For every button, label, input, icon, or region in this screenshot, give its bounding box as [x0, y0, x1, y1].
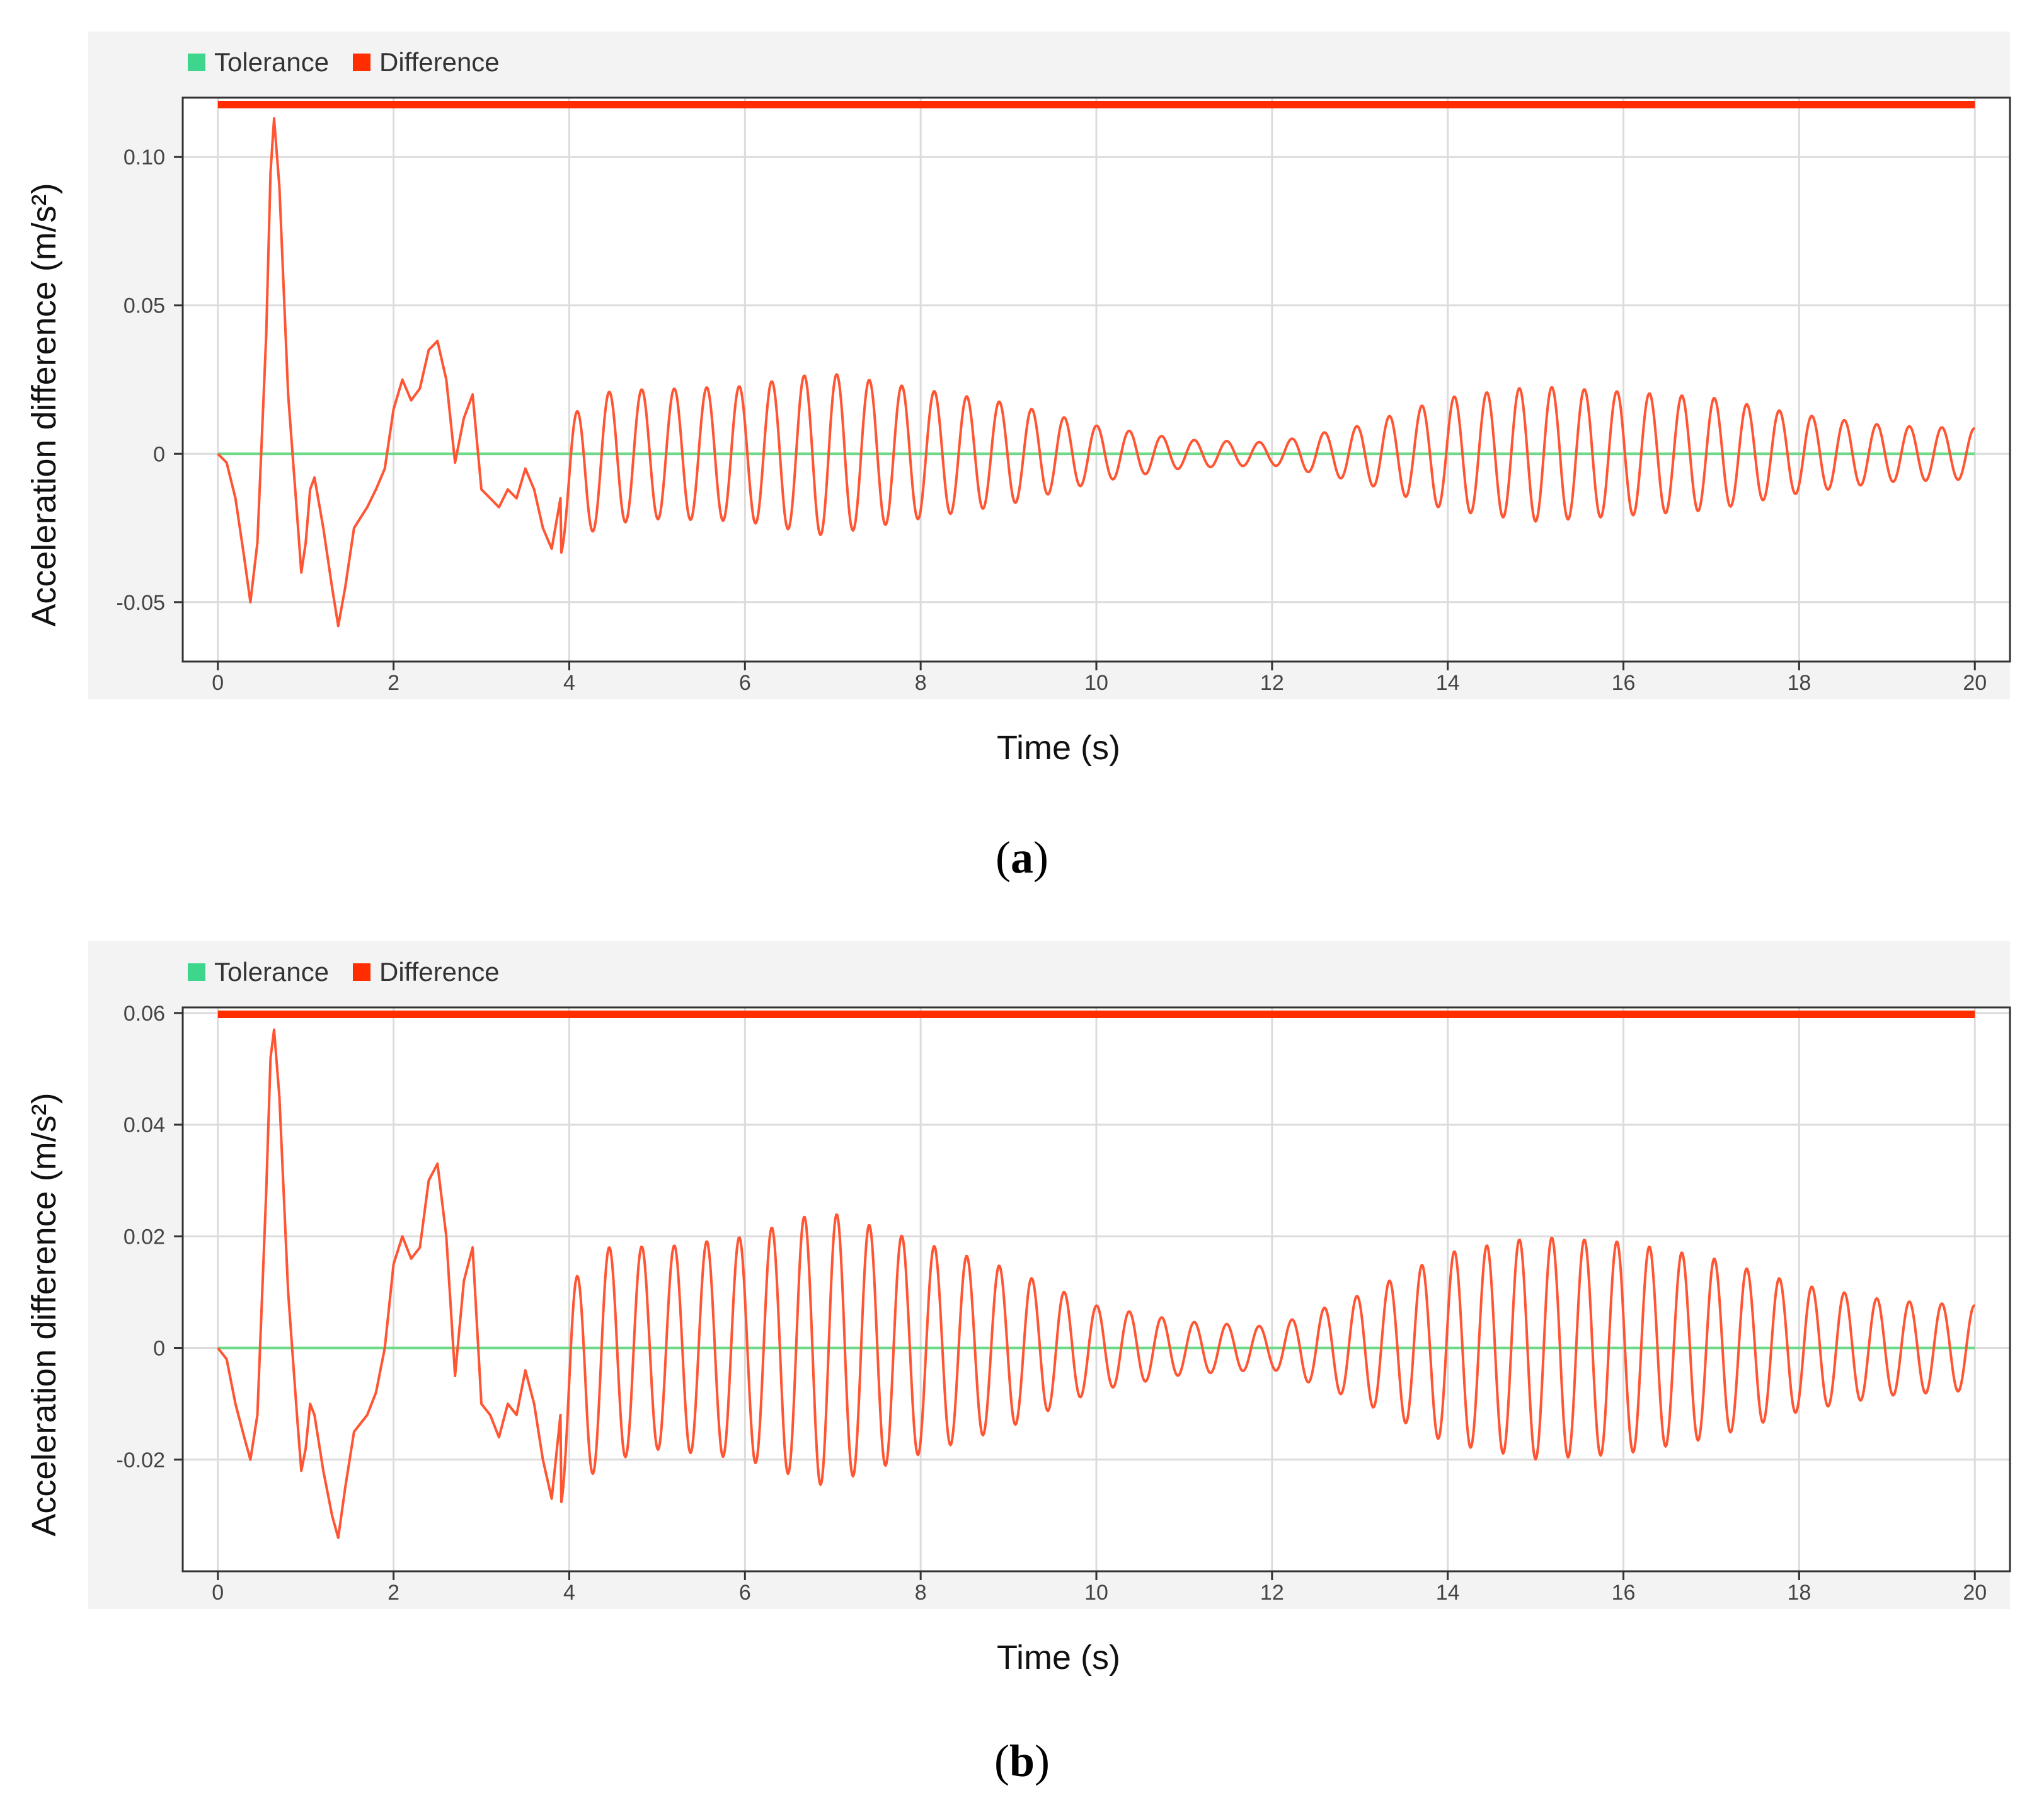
caption-a-label: a	[1011, 832, 1033, 883]
panel-b: 0 2 4 6 8 10 12 14 16 18 20 -0.02 0 0.02 0.04 0.06 Time …	[0, 910, 2044, 1817]
caption-b-label: b	[1009, 1736, 1035, 1786]
x-tick-label: 10	[1084, 1581, 1108, 1605]
x-tick-label: 0	[212, 671, 224, 695]
x-axis-title: Time (s)	[997, 729, 1120, 767]
legend-swatch-difference	[353, 54, 370, 71]
y-tick-label: -0.02	[117, 1448, 166, 1472]
x-tick-label: 2	[388, 671, 399, 695]
legend-label-tolerance: Tolerance	[214, 957, 329, 987]
legend-label-tolerance: Tolerance	[214, 47, 329, 77]
x-tick-label: 12	[1260, 1581, 1284, 1605]
y-tick-label: 0	[153, 442, 165, 466]
legend: Tolerance Difference	[188, 957, 500, 987]
caption-b: (b)	[994, 1736, 1050, 1786]
x-tick-label: 4	[563, 1581, 575, 1605]
x-tick-label: 16	[1612, 1581, 1636, 1605]
x-tick-label: 6	[739, 671, 751, 695]
legend-swatch-tolerance	[188, 54, 205, 71]
x-axis-title: Time (s)	[997, 1639, 1120, 1677]
x-tick-label: 12	[1260, 671, 1284, 695]
x-tick-label: 18	[1787, 1581, 1811, 1605]
x-tick-label: 16	[1612, 671, 1636, 695]
y-tick-label: 0.05	[123, 294, 165, 318]
caption-a: (a)	[996, 832, 1048, 883]
x-axis-ticks: 0 2 4 6 8 10 12 14 16 18 20	[212, 1571, 1987, 1605]
x-tick-label: 10	[1084, 671, 1108, 695]
chart-b: 0 2 4 6 8 10 12 14 16 18 20 -0.02 0 0.02 0.04 0.06 Time …	[25, 941, 2011, 1677]
y-axis-ticks: -0.02 0 0.02 0.04 0.06	[117, 1002, 183, 1472]
x-tick-label: 2	[388, 1581, 399, 1605]
x-axis-ticks: 0 2 4 6 8 10 12 14 16 18 20	[212, 662, 1987, 695]
y-axis-ticks: -0.05 0 0.05 0.10	[117, 146, 183, 615]
x-tick-label: 14	[1436, 1581, 1460, 1605]
y-tick-label: -0.05	[117, 591, 166, 615]
y-tick-label: 0.04	[123, 1113, 165, 1137]
difference-series-line	[217, 1028, 1975, 1539]
difference-top-band	[217, 1011, 1975, 1018]
panel-a: 0 2 4 6 8 10 12 14 16 18 20 -0.05 0 0.05 0.10 Time (s) A…	[0, 0, 2044, 907]
legend-label-difference: Difference	[379, 47, 500, 77]
y-tick-label: 0	[153, 1337, 165, 1361]
difference-series-line	[217, 117, 1975, 628]
x-tick-label: 4	[563, 671, 575, 695]
difference-top-band	[217, 101, 1975, 108]
y-axis-title: Acceleration difference (m/s²)	[25, 183, 63, 626]
y-tick-label: 0.02	[123, 1225, 165, 1249]
legend-swatch-difference	[353, 963, 370, 981]
x-tick-label: 8	[915, 1581, 927, 1605]
x-tick-label: 8	[915, 671, 927, 695]
chart-a: 0 2 4 6 8 10 12 14 16 18 20 -0.05 0 0.05 0.10 Time (s) A…	[25, 32, 2011, 767]
legend: Tolerance Difference	[188, 47, 500, 77]
x-tick-label: 0	[212, 1581, 224, 1605]
x-tick-label: 20	[1963, 1581, 1987, 1605]
y-tick-label: 0.06	[123, 1002, 165, 1026]
legend-label-difference: Difference	[379, 957, 500, 987]
legend-swatch-tolerance	[188, 963, 205, 981]
x-tick-label: 6	[739, 1581, 751, 1605]
y-axis-title: Acceleration difference (m/s²)	[25, 1092, 63, 1536]
y-tick-label: 0.10	[123, 146, 165, 169]
x-tick-label: 14	[1436, 671, 1460, 695]
x-tick-label: 20	[1963, 671, 1987, 695]
x-tick-label: 18	[1787, 671, 1811, 695]
